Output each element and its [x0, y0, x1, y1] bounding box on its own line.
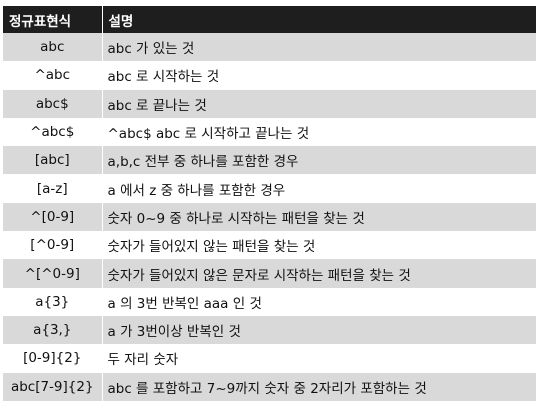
- table-row: [0-9]{2} 두 자리 숫자: [3, 344, 536, 373]
- header-pattern: 정규표현식: [3, 6, 103, 33]
- description-cell: abc 로 끝나는 것: [102, 89, 536, 118]
- pattern-cell: abc[7-9]{2}: [3, 372, 103, 401]
- description-cell: a 의 3번 반복인 aaa 인 것: [102, 287, 536, 316]
- pattern-cell: [abc]: [3, 146, 103, 175]
- table-row: [^0-9] 숫자가 들어있지 않는 패턴을 찾는 것: [3, 231, 536, 260]
- pattern-cell: [a-z]: [3, 174, 103, 203]
- pattern-cell: ^[^0-9]: [3, 259, 103, 288]
- pattern-cell: a{3}: [3, 287, 103, 316]
- pattern-cell: abc$: [3, 89, 103, 118]
- description-cell: 숫자가 들어있지 않은 문자로 시작하는 패턴을 찾는 것: [102, 259, 536, 288]
- pattern-cell: abc: [3, 33, 103, 62]
- table-row: ^[0-9] 숫자 0~9 중 하나로 시작하는 패턴을 찾는 것: [3, 202, 536, 232]
- pattern-cell: ^abc$: [3, 117, 103, 147]
- table-row: [a-z] a 에서 z 중 하나를 포함한 경우: [3, 174, 536, 203]
- description-cell: 두 자리 숫자: [102, 344, 536, 373]
- regex-table: 정규표현식 설명 abc abc 가 있는 것 ^abc abc 로 시작하는 …: [3, 6, 536, 401]
- description-cell: 숫자가 들어있지 않는 패턴을 찾는 것: [102, 231, 536, 260]
- description-cell: a 에서 z 중 하나를 포함한 경우: [102, 174, 536, 203]
- table-row: ^abc$ ^abc$ abc 로 시작하고 끝나는 것: [3, 117, 536, 147]
- table-row: abc abc 가 있는 것: [3, 33, 536, 62]
- table-row: ^[^0-9] 숫자가 들어있지 않은 문자로 시작하는 패턴을 찾는 것: [3, 259, 536, 288]
- table-header-row: 정규표현식 설명: [3, 6, 536, 33]
- table-row: ^abc abc 로 시작하는 것: [3, 61, 536, 90]
- description-cell: 숫자 0~9 중 하나로 시작하는 패턴을 찾는 것: [102, 202, 536, 232]
- pattern-cell: [0-9]{2}: [3, 344, 103, 373]
- table-row: a{3} a 의 3번 반복인 aaa 인 것: [3, 287, 536, 316]
- pattern-cell: [^0-9]: [3, 231, 103, 260]
- description-cell: abc 로 시작하는 것: [102, 61, 536, 90]
- pattern-cell: a{3,}: [3, 315, 103, 345]
- pattern-cell: ^abc: [3, 61, 103, 90]
- description-cell: abc 를 포함하고 7~9까지 숫자 중 2자리가 포함하는 것: [102, 372, 536, 401]
- pattern-cell: ^[0-9]: [3, 202, 103, 232]
- description-cell: ^abc$ abc 로 시작하고 끝나는 것: [102, 117, 536, 147]
- description-cell: a 가 3번이상 반복인 것: [102, 315, 536, 345]
- description-cell: a,b,c 전부 중 하나를 포함한 경우: [102, 146, 536, 175]
- table-row: abc[7-9]{2} abc 를 포함하고 7~9까지 숫자 중 2자리가 포…: [3, 372, 536, 401]
- description-cell: abc 가 있는 것: [102, 33, 536, 62]
- header-description: 설명: [102, 6, 536, 33]
- table-row: abc$ abc 로 끝나는 것: [3, 89, 536, 118]
- table-row: [abc] a,b,c 전부 중 하나를 포함한 경우: [3, 146, 536, 175]
- table-row: a{3,} a 가 3번이상 반복인 것: [3, 315, 536, 345]
